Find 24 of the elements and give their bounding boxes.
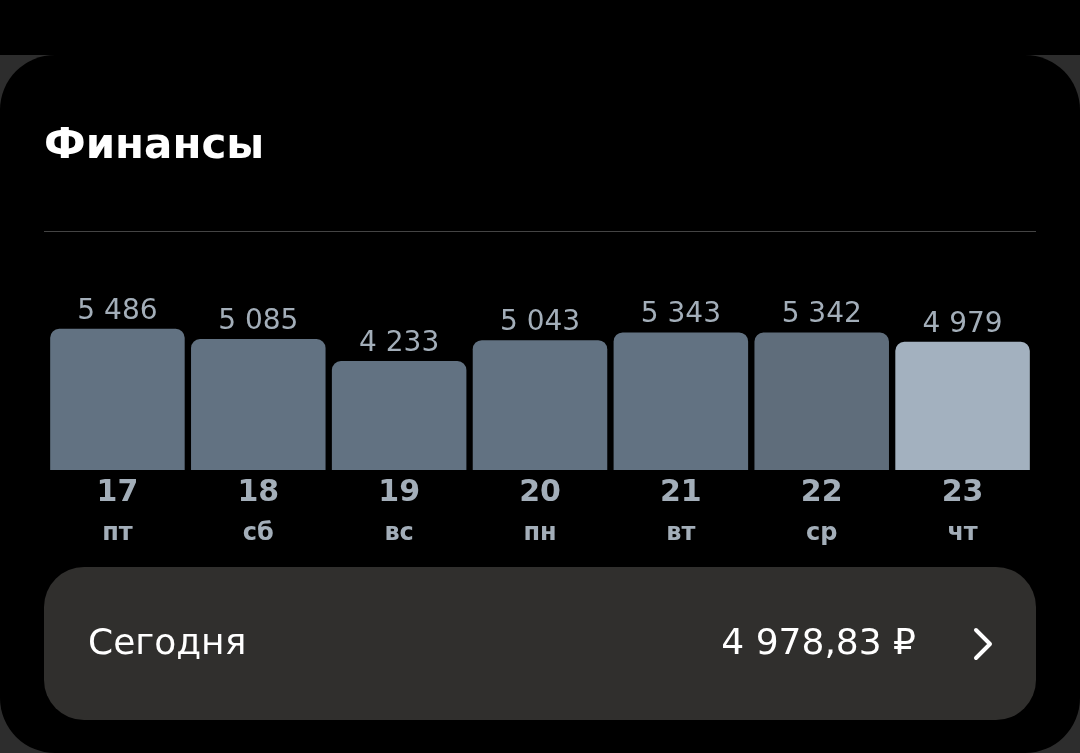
data-label: 5 342	[781, 296, 862, 330]
bar	[191, 339, 326, 470]
x-tick-label: 17 пт	[96, 473, 139, 546]
text: Сегодня	[88, 620, 247, 664]
x-tick-label: 18 сб	[237, 473, 280, 546]
bar	[472, 340, 608, 470]
x-tick-label: 23 чт	[941, 473, 984, 546]
data-label: 5 486	[77, 292, 158, 326]
bar	[895, 341, 1030, 470]
bar	[331, 361, 467, 470]
data-label: 4 979	[922, 305, 1003, 339]
x-tick-label: 19 вс	[378, 473, 421, 546]
chart-title: Финансы	[44, 118, 265, 170]
data-label: 4 233	[359, 325, 440, 359]
data-label: 5 043	[499, 304, 581, 338]
bar	[613, 332, 749, 470]
bar	[50, 328, 185, 470]
bar	[754, 332, 889, 470]
data-label: 5 343	[640, 296, 721, 330]
data-label: 5 085	[218, 303, 299, 337]
text: 4 978,83 ₽	[721, 620, 916, 664]
x-tick-label: 22 ср	[800, 473, 843, 546]
x-tick-label: 21 вт	[659, 473, 702, 546]
x-tick-label: 20 пн	[519, 473, 561, 546]
